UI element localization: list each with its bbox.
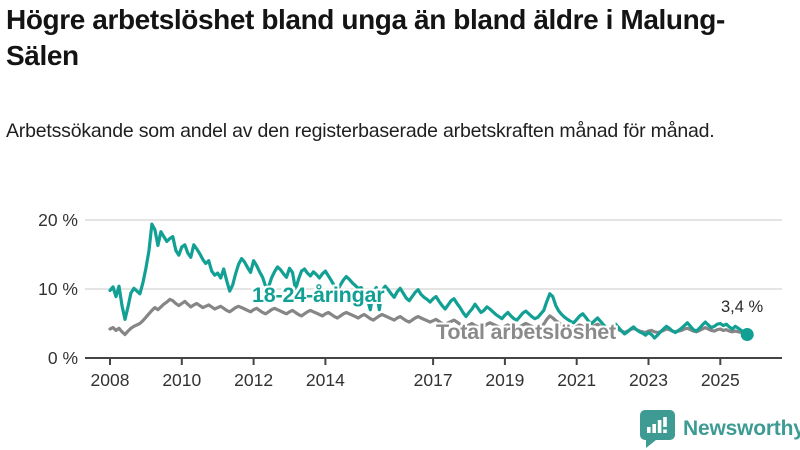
page-title: Högre arbetslöshet bland unga än bland ä…	[6, 4, 725, 72]
x-tick-label: 2017	[414, 370, 453, 390]
series-label-young: 18-24-åringar	[252, 283, 385, 307]
y-tick-label: 0 %	[48, 348, 78, 368]
x-tick-label: 2023	[629, 370, 668, 390]
series-label-total: Total arbetslöshet	[436, 320, 616, 344]
series-line-young	[108, 222, 749, 340]
newsworthy-logo[interactable]: Newsworthy	[640, 410, 800, 448]
newsworthy-bubble-icon	[640, 410, 675, 448]
x-tick-label: 2019	[485, 370, 524, 390]
x-tick-label: 2010	[162, 370, 201, 390]
x-tick-label: 2014	[306, 370, 345, 390]
x-tick-label: 2025	[701, 370, 740, 390]
x-tick-label: 2012	[234, 370, 273, 390]
chart-subtitle: Arbetssökande som andel av den registerb…	[6, 120, 715, 142]
newsworthy-wordmark: Newsworthy	[683, 417, 800, 440]
y-tick-label: 20 %	[38, 210, 78, 230]
y-tick-label: 10 %	[38, 279, 78, 299]
series-line-total	[108, 297, 749, 337]
x-tick-label: 2021	[557, 370, 596, 390]
x-tick-label: 2008	[91, 370, 130, 390]
end-value-annotation: 3,4 %	[721, 298, 764, 316]
end-dot	[740, 328, 754, 342]
